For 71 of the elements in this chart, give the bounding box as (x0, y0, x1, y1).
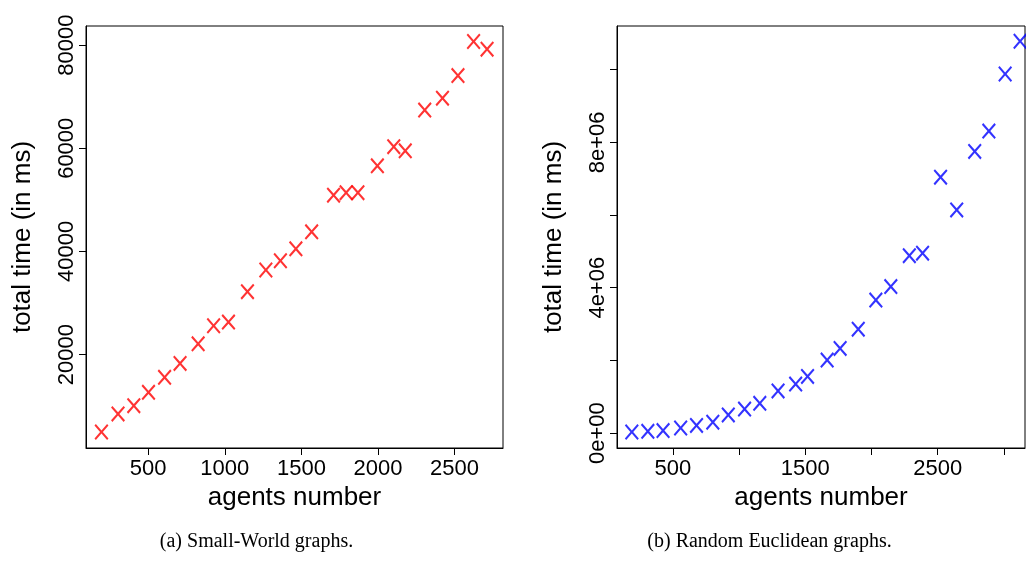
text: (a) Small-World graphs. (159, 529, 354, 552)
x-tick-label: 2500 (913, 454, 963, 480)
point (173, 355, 188, 372)
y-tick-label: 40000 (52, 220, 78, 283)
point (417, 102, 432, 119)
point (800, 368, 815, 385)
point (820, 352, 835, 369)
point (689, 417, 704, 434)
x-tick-label: 1500 (276, 454, 326, 480)
point (902, 247, 917, 264)
point (624, 424, 639, 441)
point (221, 314, 236, 331)
point (915, 245, 930, 262)
point (883, 278, 898, 295)
point (240, 283, 255, 300)
point (480, 41, 495, 58)
point (752, 395, 767, 412)
point (851, 321, 866, 338)
y-axis-title: total time (in ms) (537, 140, 567, 334)
point (206, 317, 221, 334)
point (398, 142, 413, 159)
point (273, 252, 288, 269)
point (386, 138, 401, 155)
point (640, 423, 655, 440)
y-tick-label: 20000 (52, 324, 78, 386)
point (94, 424, 109, 441)
y-tick-label: 4e+06 (583, 256, 609, 319)
point (788, 376, 803, 393)
x-tick-label: 1500 (780, 454, 830, 480)
y-tick-label: 0e+00 (583, 402, 609, 464)
point (967, 143, 982, 160)
point (833, 340, 848, 357)
y-tick-label: 8e+06 (583, 111, 609, 174)
text: (b) Random Euclidean graphs. (647, 529, 892, 552)
point (157, 369, 172, 386)
x-tick-label: 2500 (430, 454, 480, 480)
point (450, 67, 465, 84)
point (1013, 33, 1026, 50)
point (304, 223, 319, 240)
x-tick-label: 2000 (353, 454, 403, 480)
x-tick-label: 1000 (200, 454, 250, 480)
point (191, 335, 206, 352)
y-axis-title: total time (in ms) (6, 140, 36, 334)
x-axis-title: agents number (734, 480, 909, 511)
point (705, 414, 720, 431)
point (771, 382, 786, 399)
point (998, 65, 1013, 82)
point (981, 123, 996, 140)
x-tick-label: 500 (129, 454, 167, 480)
point (326, 187, 341, 204)
y-tick-label: 60000 (52, 117, 78, 179)
point (288, 240, 303, 257)
point (126, 397, 141, 414)
point (370, 157, 385, 174)
point (673, 420, 688, 437)
point (466, 33, 481, 50)
point (868, 292, 883, 309)
point (350, 184, 365, 201)
x-tick-label: 500 (654, 454, 692, 480)
point (737, 401, 752, 418)
point (258, 262, 273, 279)
y-tick-label: 80000 (52, 14, 78, 76)
point (435, 90, 450, 107)
point (141, 384, 156, 401)
x-axis-title: agents number (207, 480, 382, 511)
point (111, 405, 126, 422)
point (949, 201, 964, 218)
point (933, 169, 948, 186)
point (656, 422, 671, 439)
point (721, 406, 736, 423)
point (339, 184, 354, 201)
